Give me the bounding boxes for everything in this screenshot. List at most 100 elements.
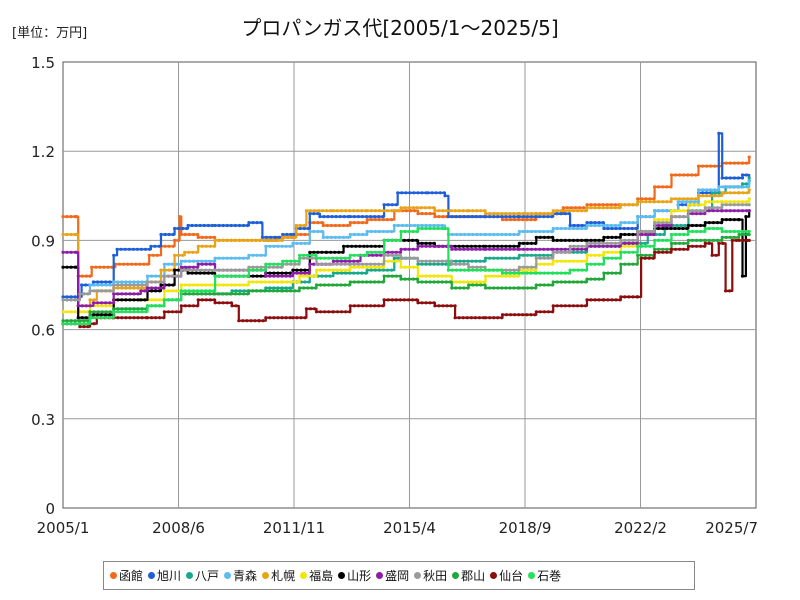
legend-item: 八戸 bbox=[186, 567, 219, 584]
series-point bbox=[183, 292, 187, 296]
series-point bbox=[605, 244, 609, 248]
series-point bbox=[276, 316, 280, 320]
series-point bbox=[350, 244, 354, 248]
series-point bbox=[407, 265, 411, 269]
series-point bbox=[699, 238, 703, 242]
series-point bbox=[559, 238, 563, 242]
series-point bbox=[394, 203, 398, 207]
series-point bbox=[584, 268, 588, 272]
series-point bbox=[715, 226, 720, 231]
series-point bbox=[606, 256, 610, 260]
legend-label: 青森 bbox=[233, 569, 258, 583]
series-point bbox=[331, 310, 335, 314]
series-point bbox=[299, 241, 303, 245]
series-point bbox=[432, 280, 436, 284]
series-point bbox=[162, 262, 166, 266]
series-point bbox=[436, 262, 440, 266]
series-point bbox=[546, 310, 551, 314]
series-point bbox=[436, 274, 440, 278]
series-point bbox=[534, 235, 538, 239]
series-point bbox=[740, 203, 745, 207]
series-point bbox=[360, 209, 364, 213]
series-point bbox=[542, 215, 546, 219]
series-point bbox=[225, 268, 229, 272]
series-point bbox=[686, 244, 691, 248]
series-point bbox=[335, 262, 339, 266]
series-point bbox=[737, 218, 741, 222]
series-point bbox=[609, 244, 613, 248]
series-point bbox=[229, 292, 233, 296]
series-point bbox=[251, 221, 255, 225]
series-point bbox=[453, 304, 457, 308]
series-point bbox=[673, 197, 678, 201]
series-point bbox=[509, 271, 513, 275]
series-point bbox=[661, 209, 665, 213]
series-point bbox=[593, 244, 597, 248]
series-point bbox=[682, 197, 686, 201]
series-point bbox=[462, 262, 466, 266]
series-point bbox=[88, 310, 92, 314]
series-point bbox=[82, 322, 86, 326]
series-point bbox=[183, 265, 187, 269]
series-point bbox=[571, 304, 576, 308]
series-point bbox=[597, 223, 601, 228]
series-point bbox=[390, 250, 394, 254]
series-point bbox=[440, 244, 444, 248]
series-point bbox=[458, 232, 463, 237]
series-point bbox=[504, 215, 508, 219]
series-point bbox=[434, 191, 438, 195]
series-point bbox=[381, 280, 385, 284]
series-point bbox=[601, 241, 605, 245]
series-point bbox=[636, 295, 640, 299]
series-point bbox=[320, 221, 324, 225]
series-point bbox=[360, 253, 365, 257]
series-point bbox=[108, 301, 112, 305]
series-point bbox=[694, 223, 699, 228]
series-point bbox=[737, 185, 741, 189]
series-point bbox=[631, 221, 635, 225]
series-point bbox=[314, 268, 319, 272]
series-point bbox=[571, 259, 576, 263]
series-point bbox=[323, 283, 327, 287]
series-point bbox=[597, 244, 601, 248]
series-point bbox=[635, 241, 639, 245]
series-point bbox=[669, 185, 673, 189]
series-point bbox=[657, 226, 661, 231]
series-point bbox=[333, 223, 338, 228]
series-point bbox=[398, 259, 402, 263]
series-point bbox=[95, 301, 100, 305]
series-point bbox=[407, 206, 411, 210]
series-point bbox=[402, 298, 406, 302]
series-point bbox=[534, 310, 538, 314]
series-point bbox=[339, 268, 343, 272]
series-point bbox=[132, 292, 136, 296]
series-point bbox=[202, 271, 206, 275]
series-point bbox=[255, 289, 259, 293]
series-point bbox=[538, 215, 542, 219]
series-point bbox=[692, 200, 697, 204]
series-point bbox=[271, 280, 275, 284]
series-point bbox=[737, 238, 741, 242]
series-point bbox=[158, 316, 162, 320]
series-point bbox=[580, 304, 584, 308]
series-point bbox=[250, 238, 254, 242]
series-point bbox=[92, 322, 96, 326]
series-point bbox=[534, 247, 538, 251]
series-point bbox=[500, 215, 504, 219]
series-point bbox=[299, 271, 303, 275]
series-point bbox=[136, 292, 140, 296]
series-point bbox=[635, 203, 639, 207]
series-point bbox=[416, 262, 420, 266]
series-point bbox=[703, 200, 707, 204]
series-point bbox=[186, 271, 190, 275]
series-point bbox=[715, 238, 720, 242]
series-point bbox=[352, 304, 356, 308]
series-point bbox=[237, 238, 242, 242]
series-point bbox=[741, 238, 745, 242]
series-point bbox=[454, 286, 458, 290]
series-point bbox=[661, 218, 665, 222]
series-point bbox=[688, 200, 693, 204]
series-point bbox=[430, 191, 434, 195]
series-point bbox=[631, 203, 635, 207]
series-point bbox=[69, 232, 73, 237]
